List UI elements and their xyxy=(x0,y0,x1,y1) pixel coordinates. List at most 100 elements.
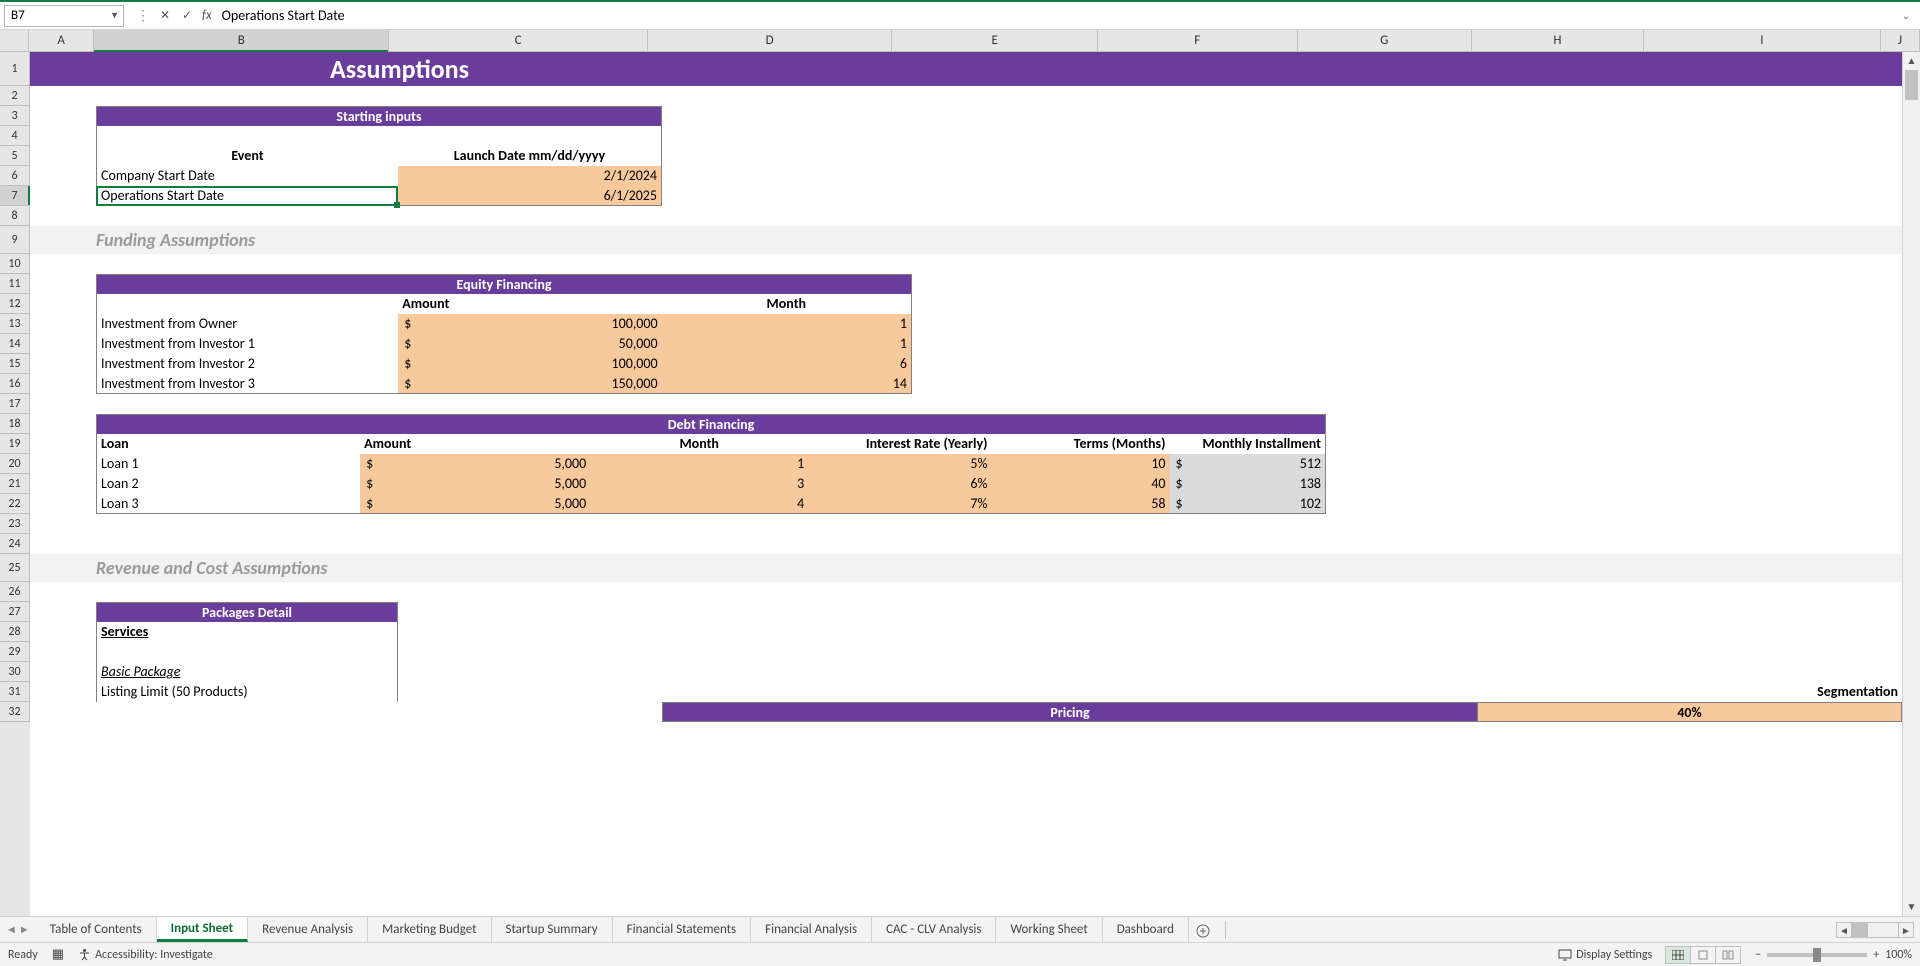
debt-terms[interactable]: 58 xyxy=(991,494,1169,513)
zoom-level[interactable]: 100% xyxy=(1885,948,1912,962)
segmentation-label[interactable]: Segmentation xyxy=(1660,682,1902,702)
row-header[interactable]: 15 xyxy=(0,354,30,374)
cell[interactable] xyxy=(97,294,398,314)
sheet-tab[interactable]: Revenue Analysis xyxy=(248,917,368,942)
formula-input[interactable] xyxy=(216,5,1896,27)
tabs-next-icon[interactable]: ► xyxy=(19,923,30,936)
row-header[interactable]: 14 xyxy=(0,334,30,354)
debt-month[interactable]: 4 xyxy=(590,494,808,513)
debt-month[interactable]: 3 xyxy=(590,474,808,494)
col-header-F[interactable]: F xyxy=(1098,30,1298,51)
sheet-tab[interactable]: Startup Summary xyxy=(492,917,613,942)
equity-month[interactable]: 6 xyxy=(662,354,911,374)
sheet-tab[interactable]: Input Sheet xyxy=(157,917,248,942)
scroll-track[interactable] xyxy=(1903,70,1920,898)
zoom-slider[interactable] xyxy=(1767,953,1867,957)
equity-label[interactable]: Investment from Investor 2 xyxy=(97,354,398,374)
new-sheet-button[interactable] xyxy=(1189,921,1217,938)
segmentation-value[interactable]: 40% xyxy=(1478,702,1902,722)
row-header[interactable]: 4 xyxy=(0,126,30,146)
equity-label[interactable]: Investment from Investor 3 xyxy=(97,374,398,393)
col-header-I[interactable]: I xyxy=(1644,30,1881,51)
equity-month[interactable]: 1 xyxy=(662,334,911,354)
view-normal-button[interactable] xyxy=(1665,946,1691,964)
row-header[interactable]: 32 xyxy=(0,702,30,722)
sheet-tab[interactable]: Dashboard xyxy=(1103,917,1189,942)
debt-amount[interactable]: $5,000 xyxy=(360,474,590,494)
debt-amount[interactable]: $5,000 xyxy=(360,454,590,474)
tabs-prev-icon[interactable]: ◄ xyxy=(6,923,17,936)
row-header[interactable]: 7 xyxy=(0,186,30,206)
sheet-tab[interactable]: Working Sheet xyxy=(996,917,1102,942)
row-header[interactable]: 9 xyxy=(0,226,30,254)
col-header-H[interactable]: H xyxy=(1472,30,1644,51)
debt-terms[interactable]: 10 xyxy=(991,454,1169,474)
cell[interactable] xyxy=(96,642,398,662)
row-header[interactable]: 11 xyxy=(0,274,30,294)
debt-rate[interactable]: 5% xyxy=(808,454,991,474)
name-box-dropdown-icon[interactable]: ▼ xyxy=(110,10,119,21)
sheet-tab[interactable]: Financial Statements xyxy=(613,917,751,942)
col-header-J[interactable]: J xyxy=(1881,30,1920,51)
scroll-up-icon[interactable]: ▲ xyxy=(1903,52,1920,70)
debt-installment[interactable]: $512 xyxy=(1170,454,1326,474)
view-page-layout-button[interactable] xyxy=(1690,946,1716,964)
row-header[interactable]: 16 xyxy=(0,374,30,394)
debt-amount[interactable]: $5,000 xyxy=(360,494,590,513)
sheet-tab[interactable]: Financial Analysis xyxy=(751,917,872,942)
debt-label[interactable]: Loan 1 xyxy=(97,454,360,474)
row-header[interactable]: 25 xyxy=(0,554,30,582)
row-header[interactable]: 5 xyxy=(0,146,30,166)
row-header[interactable]: 13 xyxy=(0,314,30,334)
hscroll-thumb[interactable] xyxy=(1852,923,1868,937)
col-header-G[interactable]: G xyxy=(1298,30,1472,51)
row-header[interactable]: 17 xyxy=(0,394,30,414)
row-header[interactable]: 8 xyxy=(0,206,30,226)
row-header[interactable]: 29 xyxy=(0,642,30,662)
equity-month[interactable]: 1 xyxy=(662,314,911,334)
sheet-tab[interactable]: Table of Contents xyxy=(36,917,157,942)
scroll-right-icon[interactable]: ► xyxy=(1898,922,1914,938)
debt-installment[interactable]: $102 xyxy=(1170,494,1326,513)
equity-amount[interactable]: $50,000 xyxy=(398,334,661,354)
zoom-out-button[interactable]: − xyxy=(1755,948,1761,962)
row-header[interactable]: 30 xyxy=(0,662,30,682)
cell-label[interactable]: Company Start Date xyxy=(97,166,398,186)
cell-label[interactable]: Operations Start Date xyxy=(97,186,398,205)
vertical-scrollbar[interactable]: ▲ ▼ xyxy=(1902,52,1920,916)
row-header[interactable]: 21 xyxy=(0,474,30,494)
cell-value[interactable]: 6/1/2025 xyxy=(398,186,661,205)
cell[interactable] xyxy=(398,126,661,146)
formula-expand-icon[interactable]: ⌄ xyxy=(1896,9,1916,22)
select-all-corner[interactable] xyxy=(0,30,29,51)
row-header[interactable]: 12 xyxy=(0,294,30,314)
row-header[interactable]: 10 xyxy=(0,254,30,274)
row-header[interactable]: 20 xyxy=(0,454,30,474)
row-header[interactable]: 26 xyxy=(0,582,30,602)
sheet-tab[interactable]: CAC - CLV Analysis xyxy=(872,917,996,942)
display-settings-button[interactable]: Display Settings xyxy=(1558,948,1652,962)
scroll-down-icon[interactable]: ▼ xyxy=(1903,898,1920,916)
row-header[interactable]: 19 xyxy=(0,434,30,454)
debt-label[interactable]: Loan 3 xyxy=(97,494,360,513)
fx-icon[interactable]: fx xyxy=(202,8,212,23)
debt-rate[interactable]: 6% xyxy=(808,474,991,494)
formula-dropdown-icon[interactable]: ⋮ xyxy=(132,5,154,27)
row-header[interactable]: 1 xyxy=(0,52,30,86)
col-header-E[interactable]: E xyxy=(892,30,1098,51)
row-header[interactable]: 2 xyxy=(0,86,30,106)
debt-rate[interactable]: 7% xyxy=(808,494,991,513)
col-header-A[interactable]: A xyxy=(29,30,94,51)
debt-installment[interactable]: $138 xyxy=(1170,474,1326,494)
debt-label[interactable]: Loan 2 xyxy=(97,474,360,494)
accessibility-button[interactable]: Accessibility: Investigate xyxy=(78,948,213,962)
cell[interactable] xyxy=(97,126,398,146)
services-label[interactable]: Services xyxy=(96,622,398,642)
equity-month[interactable]: 14 xyxy=(662,374,911,393)
equity-label[interactable]: Investment from Owner xyxy=(97,314,398,334)
row-header[interactable]: 23 xyxy=(0,514,30,534)
sheet-tab[interactable]: Marketing Budget xyxy=(368,917,491,942)
equity-amount[interactable]: $100,000 xyxy=(398,354,661,374)
macro-record-icon[interactable]: ▦ xyxy=(52,947,64,962)
row-header[interactable]: 24 xyxy=(0,534,30,554)
